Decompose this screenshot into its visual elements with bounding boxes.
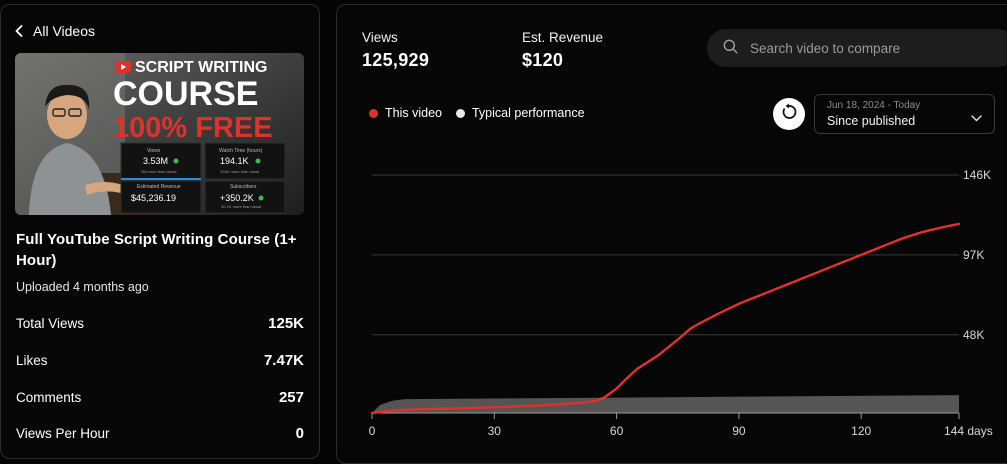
date-range-text: Jun 18, 2024 - Today [827, 100, 921, 111]
compare-search[interactable] [707, 29, 1007, 67]
this-video-line [370, 222, 961, 415]
kpi-value: $120 [522, 50, 564, 70]
views-chart: 48K 97K 146K 0 30 60 90 120 144 days [369, 168, 993, 438]
video-title: Full YouTube Script Writing Course (1+ H… [16, 231, 297, 269]
y-tick-label: 97K [963, 248, 984, 262]
presenter-figure [29, 84, 123, 215]
svg-text:Estimated Revenue: Estimated Revenue [137, 184, 181, 190]
all-videos-label: All Videos [33, 23, 96, 39]
upload-age: Uploaded 4 months ago [16, 280, 149, 294]
date-range-selected: Since published [827, 114, 916, 128]
video-thumbnail[interactable]: SCRIPT WRITING COURSE 100% FREE Views 3.… [15, 53, 304, 215]
svg-text:Watch Time (hours): Watch Time (hours) [219, 148, 263, 154]
y-tick-label: 146K [963, 168, 991, 182]
chart-legend: This video Typical performance [369, 106, 585, 120]
legend-dot [455, 108, 465, 118]
video-details-panel: All Videos [0, 4, 320, 459]
refresh-icon [780, 103, 798, 126]
stat-label: Views Per Hour [16, 426, 110, 441]
x-tick-label: 60 [610, 424, 624, 438]
svg-text:Subscribers: Subscribers [230, 184, 257, 190]
thumb-line3: 100% FREE [113, 112, 273, 144]
stat-value: 7.47K [263, 352, 304, 369]
x-tick-label: 0 [369, 424, 376, 438]
kpi-est-revenue: Est. Revenue $120 [522, 30, 603, 71]
svg-text:3M more than usual: 3M more than usual [141, 169, 176, 174]
svg-text:194.1K: 194.1K [220, 156, 249, 166]
chevron-down-icon [971, 109, 982, 127]
kpi-label: Est. Revenue [522, 30, 604, 45]
stat-views-per-hour: Views Per Hour 0 [16, 425, 304, 442]
stat-value: 125K [268, 315, 304, 332]
svg-text:Views: Views [147, 148, 161, 154]
kpi-label: Views [362, 30, 398, 45]
typical-performance-band [372, 395, 959, 413]
thumb-line2: COURSE [113, 75, 258, 113]
legend-dot [369, 108, 378, 118]
kpi-value: 125,929 [362, 50, 430, 70]
stat-likes: Likes 7.47K [16, 352, 304, 369]
stat-label: Likes [16, 353, 48, 368]
thumb-line1: SCRIPT WRITING [135, 59, 267, 76]
all-videos-back-link[interactable]: All Videos [15, 23, 95, 39]
svg-text:40.1K more than usual: 40.1K more than usual [221, 204, 261, 209]
date-range-select[interactable]: Jun 18, 2024 - Today Since published [814, 94, 995, 134]
search-input[interactable] [748, 39, 968, 57]
y-tick-label: 48K [963, 328, 984, 342]
svg-text:$45,236.19: $45,236.19 [131, 193, 176, 203]
stat-value: 0 [295, 425, 304, 442]
stat-label: Comments [16, 390, 82, 405]
stat-total-views: Total Views 125K [16, 315, 304, 332]
x-tick-label: 120 [851, 424, 871, 438]
x-tick-label: 30 [488, 424, 502, 438]
stat-label: Total Views [16, 316, 85, 331]
legend-label: This video [385, 106, 442, 120]
legend-typical: Typical performance [455, 106, 585, 120]
legend-label: Typical performance [471, 106, 585, 120]
search-icon [723, 39, 738, 57]
performance-panel: Views 125,929 Est. Revenue $120 This vid… [336, 4, 1007, 464]
reset-button[interactable] [773, 98, 805, 130]
svg-text:+350.2K: +350.2K [220, 193, 254, 203]
stat-value: 257 [278, 389, 304, 406]
svg-text:104K more than usual: 104K more than usual [220, 169, 259, 174]
kpi-views: Views 125,929 [362, 30, 429, 71]
x-tick-label: 90 [732, 424, 746, 438]
svg-text:3.53M: 3.53M [143, 156, 168, 166]
legend-this-video: This video [369, 106, 442, 120]
x-tick-label: 144 days [944, 424, 993, 438]
chevron-left-icon [15, 25, 23, 37]
stat-comments: Comments 257 [16, 389, 304, 406]
